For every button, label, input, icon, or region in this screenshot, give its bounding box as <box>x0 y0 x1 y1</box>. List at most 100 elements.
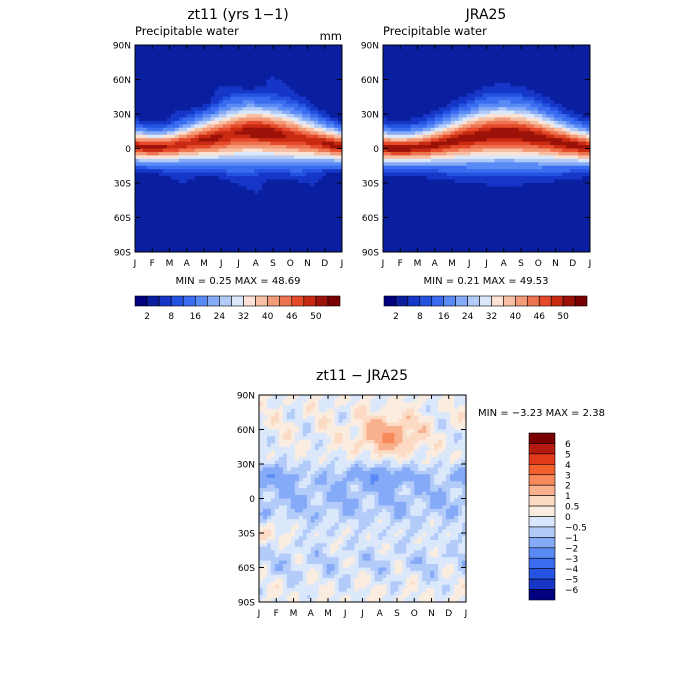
field-cell <box>566 100 571 105</box>
field-cell <box>258 107 263 112</box>
field-cell <box>450 51 456 56</box>
field-cell <box>326 148 331 153</box>
field-cell <box>386 76 392 81</box>
field-cell <box>266 110 271 115</box>
field-cell <box>226 196 232 201</box>
field-cell <box>506 134 511 139</box>
field-cell <box>326 176 331 181</box>
field-cell <box>562 110 567 115</box>
field-cell <box>202 165 208 170</box>
field-cell <box>234 155 240 160</box>
field-cell <box>578 72 583 77</box>
field-cell <box>442 145 448 150</box>
field-cell <box>170 234 176 239</box>
field-cell <box>322 158 327 163</box>
field-cell <box>210 172 216 177</box>
field-cell <box>178 176 184 181</box>
field-cell <box>142 141 148 146</box>
field-cell <box>158 245 164 250</box>
field-cell <box>170 114 176 119</box>
field-cell <box>194 245 200 250</box>
field-cell <box>142 124 148 129</box>
field-cell <box>262 58 267 63</box>
field-cell <box>178 148 184 153</box>
field-cell <box>466 55 472 60</box>
field-cell <box>166 89 172 94</box>
field-cell <box>322 89 327 94</box>
field-cell <box>422 51 428 56</box>
field-cell <box>446 141 452 146</box>
field-cell <box>418 155 424 160</box>
field-cell <box>135 124 140 129</box>
field-cell <box>414 117 420 122</box>
field-cell <box>414 100 420 105</box>
field-cell <box>214 207 220 212</box>
field-cell <box>278 103 283 108</box>
field-cell <box>474 131 480 136</box>
field-cell <box>174 107 180 112</box>
field-cell <box>434 110 440 115</box>
field-cell <box>322 138 327 143</box>
field-cell <box>170 162 176 167</box>
field-cell <box>450 117 456 122</box>
field-cell <box>534 79 539 84</box>
field-cell <box>554 86 559 91</box>
field-cell <box>406 48 412 53</box>
field-cell <box>150 86 156 91</box>
field-cell <box>182 51 188 56</box>
field-cell <box>158 117 164 122</box>
field-cell <box>534 65 539 70</box>
field-cell <box>154 151 160 156</box>
field-cell <box>194 117 200 122</box>
field-cell <box>566 69 571 74</box>
field-cell <box>330 148 335 153</box>
field-cell <box>198 131 204 136</box>
field-cell <box>570 134 575 139</box>
field-cell <box>154 193 160 198</box>
field-cell <box>546 110 551 115</box>
field-cell <box>418 103 424 108</box>
field-cell <box>478 72 484 77</box>
field-cell <box>418 58 424 63</box>
field-cell <box>250 227 256 232</box>
field-cell <box>238 241 244 246</box>
field-cell <box>534 48 539 53</box>
field-cell <box>182 114 188 119</box>
field-cell <box>422 141 428 146</box>
field-cell <box>254 186 259 191</box>
field-cell <box>186 210 192 215</box>
field-cell <box>574 69 579 74</box>
field-cell <box>194 203 200 208</box>
field-cell <box>494 100 500 105</box>
field-cell <box>150 58 156 63</box>
field-cell <box>390 131 396 136</box>
field-cell <box>458 93 464 98</box>
field-cell <box>298 45 303 50</box>
field-cell <box>562 107 567 112</box>
field-cell <box>266 141 271 146</box>
field-cell <box>190 231 196 236</box>
field-cell <box>210 114 216 119</box>
field-cell <box>182 107 188 112</box>
field-cell <box>310 172 315 177</box>
field-cell <box>182 176 188 181</box>
field-cell <box>462 134 468 139</box>
field-cell <box>270 93 275 98</box>
field-cell <box>222 238 228 243</box>
field-cell <box>230 193 236 198</box>
field-cell <box>190 100 196 105</box>
field-cell <box>510 148 515 153</box>
field-cell <box>446 89 452 94</box>
field-cell <box>490 89 496 94</box>
field-cell <box>334 220 339 225</box>
field-cell <box>558 72 563 77</box>
field-cell <box>570 124 575 129</box>
field-cell <box>230 217 236 222</box>
field-cell <box>510 93 515 98</box>
field-cell <box>146 158 152 163</box>
field-cell <box>582 76 587 81</box>
field-cell <box>542 82 547 87</box>
field-cell <box>190 134 196 139</box>
field-cell <box>246 62 252 67</box>
